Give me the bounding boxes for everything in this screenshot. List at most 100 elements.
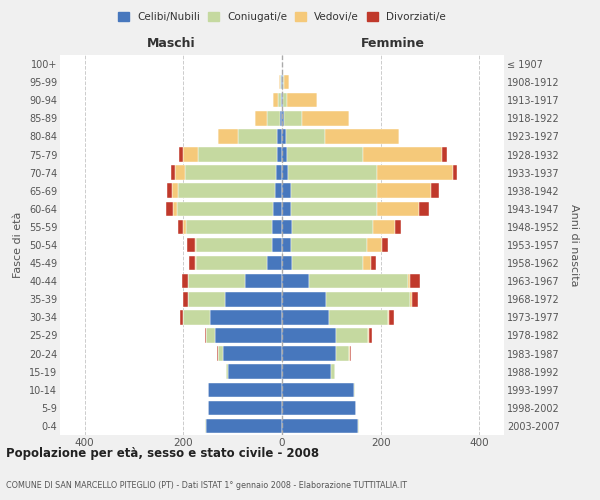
Bar xyxy=(267,111,280,126)
Bar xyxy=(276,166,282,180)
Bar xyxy=(255,111,267,126)
Bar xyxy=(282,111,284,126)
Bar xyxy=(282,220,292,234)
Bar xyxy=(205,328,206,342)
Bar xyxy=(336,328,368,342)
Bar xyxy=(171,166,175,180)
Bar xyxy=(282,148,287,162)
Bar xyxy=(281,93,282,108)
Legend: Celibi/Nubili, Coniugati/e, Vedovi/e, Divorziati/e: Celibi/Nubili, Coniugati/e, Vedovi/e, Di… xyxy=(114,8,450,26)
Bar xyxy=(226,364,228,379)
Bar xyxy=(287,93,317,108)
Bar xyxy=(188,292,225,306)
Bar xyxy=(196,238,272,252)
Text: COMUNE DI SAN MARCELLO PITEGLIO (PT) - Dati ISTAT 1° gennaio 2008 - Elaborazione: COMUNE DI SAN MARCELLO PITEGLIO (PT) - D… xyxy=(6,480,407,490)
Bar xyxy=(187,238,194,252)
Bar xyxy=(329,310,388,324)
Bar xyxy=(218,129,238,144)
Bar xyxy=(282,292,326,306)
Bar xyxy=(288,166,377,180)
Bar xyxy=(194,256,196,270)
Bar xyxy=(183,292,188,306)
Bar xyxy=(282,382,353,397)
Bar xyxy=(223,346,282,361)
Bar xyxy=(277,148,282,162)
Bar xyxy=(284,75,289,90)
Bar xyxy=(382,238,388,252)
Bar xyxy=(286,129,325,144)
Bar xyxy=(273,202,282,216)
Bar xyxy=(275,184,282,198)
Bar xyxy=(282,328,336,342)
Bar xyxy=(282,93,283,108)
Y-axis label: Anni di nascita: Anni di nascita xyxy=(569,204,579,286)
Bar xyxy=(410,292,412,306)
Bar xyxy=(282,238,291,252)
Bar xyxy=(184,220,186,234)
Bar xyxy=(172,184,178,198)
Bar xyxy=(291,202,377,216)
Bar xyxy=(283,93,287,108)
Bar xyxy=(173,202,177,216)
Bar xyxy=(175,166,185,180)
Bar xyxy=(272,220,282,234)
Bar xyxy=(442,148,447,162)
Bar xyxy=(198,148,277,162)
Bar xyxy=(206,418,282,433)
Bar xyxy=(395,220,401,234)
Y-axis label: Fasce di età: Fasce di età xyxy=(13,212,23,278)
Bar xyxy=(367,238,382,252)
Bar xyxy=(211,310,282,324)
Bar xyxy=(284,111,302,126)
Bar xyxy=(278,93,281,108)
Bar xyxy=(282,310,329,324)
Bar xyxy=(208,382,282,397)
Bar xyxy=(282,418,358,433)
Bar xyxy=(277,129,282,144)
Bar xyxy=(373,220,395,234)
Bar xyxy=(431,184,439,198)
Bar xyxy=(370,328,372,342)
Bar xyxy=(178,220,184,234)
Bar xyxy=(166,202,173,216)
Bar xyxy=(280,75,281,90)
Bar xyxy=(225,292,282,306)
Bar xyxy=(364,256,371,270)
Bar xyxy=(282,400,356,415)
Bar xyxy=(184,148,198,162)
Bar xyxy=(178,184,275,198)
Bar xyxy=(412,292,418,306)
Bar xyxy=(186,220,272,234)
Bar xyxy=(267,256,282,270)
Bar xyxy=(309,274,408,288)
Bar xyxy=(196,256,267,270)
Bar xyxy=(364,148,442,162)
Bar xyxy=(283,75,284,90)
Bar xyxy=(282,184,291,198)
Bar xyxy=(282,166,288,180)
Bar xyxy=(371,256,376,270)
Bar xyxy=(325,129,400,144)
Bar xyxy=(282,75,283,90)
Bar xyxy=(218,346,223,361)
Bar xyxy=(388,310,389,324)
Text: Maschi: Maschi xyxy=(146,36,196,50)
Bar xyxy=(353,382,355,397)
Bar xyxy=(331,364,335,379)
Bar xyxy=(273,93,278,108)
Bar xyxy=(282,256,292,270)
Bar xyxy=(292,256,364,270)
Bar xyxy=(167,184,172,198)
Bar xyxy=(282,364,331,379)
Bar xyxy=(389,310,394,324)
Bar xyxy=(279,75,280,90)
Bar xyxy=(453,166,457,180)
Bar xyxy=(349,346,350,361)
Bar xyxy=(292,220,373,234)
Bar xyxy=(184,310,211,324)
Bar xyxy=(179,148,184,162)
Bar xyxy=(287,148,364,162)
Bar xyxy=(185,166,276,180)
Text: Femmine: Femmine xyxy=(361,36,425,50)
Bar xyxy=(208,400,282,415)
